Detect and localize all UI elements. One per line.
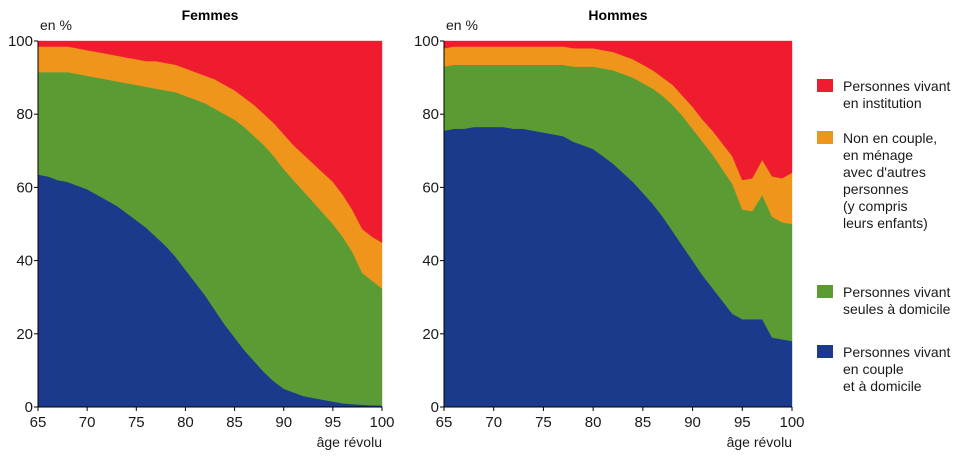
x-tick-label: 80 — [177, 414, 194, 431]
x-axis-label: âge révolu — [727, 434, 792, 450]
area-institution-femmes — [37, 40, 383, 244]
area-institution-hommes — [443, 40, 793, 181]
legend-label-line: en couple — [843, 361, 904, 377]
x-tick-label: 90 — [684, 414, 701, 431]
y-tick-label: 40 — [422, 253, 439, 270]
legend-label-line: et à domicile — [843, 378, 922, 394]
y-tick-label: 100 — [414, 33, 439, 50]
x-tick-label: 95 — [734, 414, 751, 431]
legend-label-institution: Personnes vivant en institution — [843, 78, 951, 111]
legend-label-line: Personnes vivant — [843, 284, 951, 300]
legend-swatch-seules — [817, 285, 833, 298]
legend-label-line: (y compris — [843, 198, 908, 214]
legend-label-line: personnes — [843, 181, 908, 197]
legend-label-line: Non en couple, — [843, 130, 937, 146]
x-axis-label: âge révolu — [317, 434, 382, 450]
x-tick-label: 65 — [436, 414, 453, 431]
y-tick-label: 60 — [422, 179, 439, 196]
y-tick-label: 0 — [25, 399, 33, 416]
x-tick-label: 70 — [79, 414, 96, 431]
x-tick-label: 75 — [535, 414, 552, 431]
legend-label-non-couple: Non en couple, en ménage avec d'autres pers… — [843, 130, 937, 231]
legend-label-couple: Personnes vivant en couple et à domicile — [843, 344, 951, 394]
legend-label-line: en ménage — [843, 147, 913, 163]
panel-title: Femmes — [182, 7, 239, 23]
x-tick-label: 100 — [369, 414, 394, 431]
legend-label-line: seules à domicile — [843, 301, 951, 317]
legend-label-line: leurs enfants) — [843, 215, 928, 231]
y-tick-label: 0 — [431, 399, 439, 416]
x-tick-label: 100 — [779, 414, 804, 431]
x-tick-label: 85 — [635, 414, 652, 431]
legend-label-line: Personnes vivant — [843, 78, 951, 94]
legend-label-line: Personnes vivant — [843, 344, 951, 360]
x-tick-label: 85 — [226, 414, 243, 431]
y-tick-label: 40 — [16, 253, 33, 270]
y-axis-unit-label: en % — [40, 17, 72, 33]
legend-label-line: en institution — [843, 95, 922, 111]
x-tick-label: 80 — [585, 414, 602, 431]
legend-swatch-couple — [817, 345, 833, 358]
y-tick-label: 80 — [16, 106, 33, 123]
y-tick-label: 60 — [16, 179, 33, 196]
y-tick-label: 80 — [422, 106, 439, 123]
legend-swatch-institution — [817, 79, 833, 92]
legend-label-line: avec d'autres — [843, 164, 926, 180]
y-axis-unit-label: en % — [446, 17, 478, 33]
y-tick-label: 20 — [16, 326, 33, 343]
y-tick-label: 20 — [422, 326, 439, 343]
panel-title: Hommes — [588, 7, 647, 23]
x-tick-label: 95 — [325, 414, 342, 431]
x-tick-label: 70 — [485, 414, 502, 431]
x-tick-label: 65 — [30, 414, 47, 431]
y-tick-label: 100 — [8, 33, 33, 50]
x-tick-label: 90 — [275, 414, 292, 431]
x-tick-label: 75 — [128, 414, 145, 431]
legend-label-seules: Personnes vivant seules à domicile — [843, 284, 951, 317]
legend-swatch-non-couple — [817, 131, 833, 144]
